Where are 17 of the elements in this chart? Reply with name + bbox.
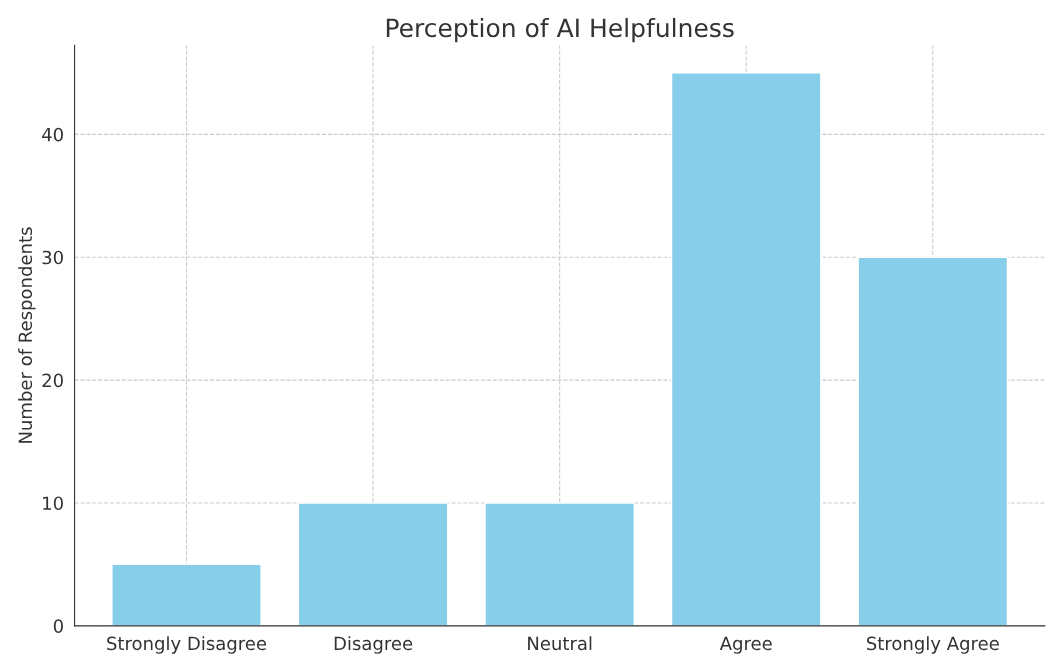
x-tick-label: Strongly Disagree [107,636,267,654]
chart-title: Perception of AI Helpfulness [386,17,734,43]
x-tick-label: Agree [719,636,772,654]
bar [484,502,635,626]
y-tick-label: 30 [42,250,63,265]
x-tick-label: Disagree [334,636,413,654]
y-tick-label: 10 [43,496,63,511]
bar [857,256,1009,626]
y-tick-label: 20 [42,373,63,388]
bar [670,72,822,626]
y-tick-label: 40 [42,127,63,142]
y-axis-title: Number of Respondents [18,227,36,443]
bar [111,563,262,626]
bar [297,502,449,626]
x-tick-label: Neutral [528,636,592,651]
x-tick-label: Strongly Agree [866,636,999,654]
y-tick-label: 0 [53,619,63,633]
